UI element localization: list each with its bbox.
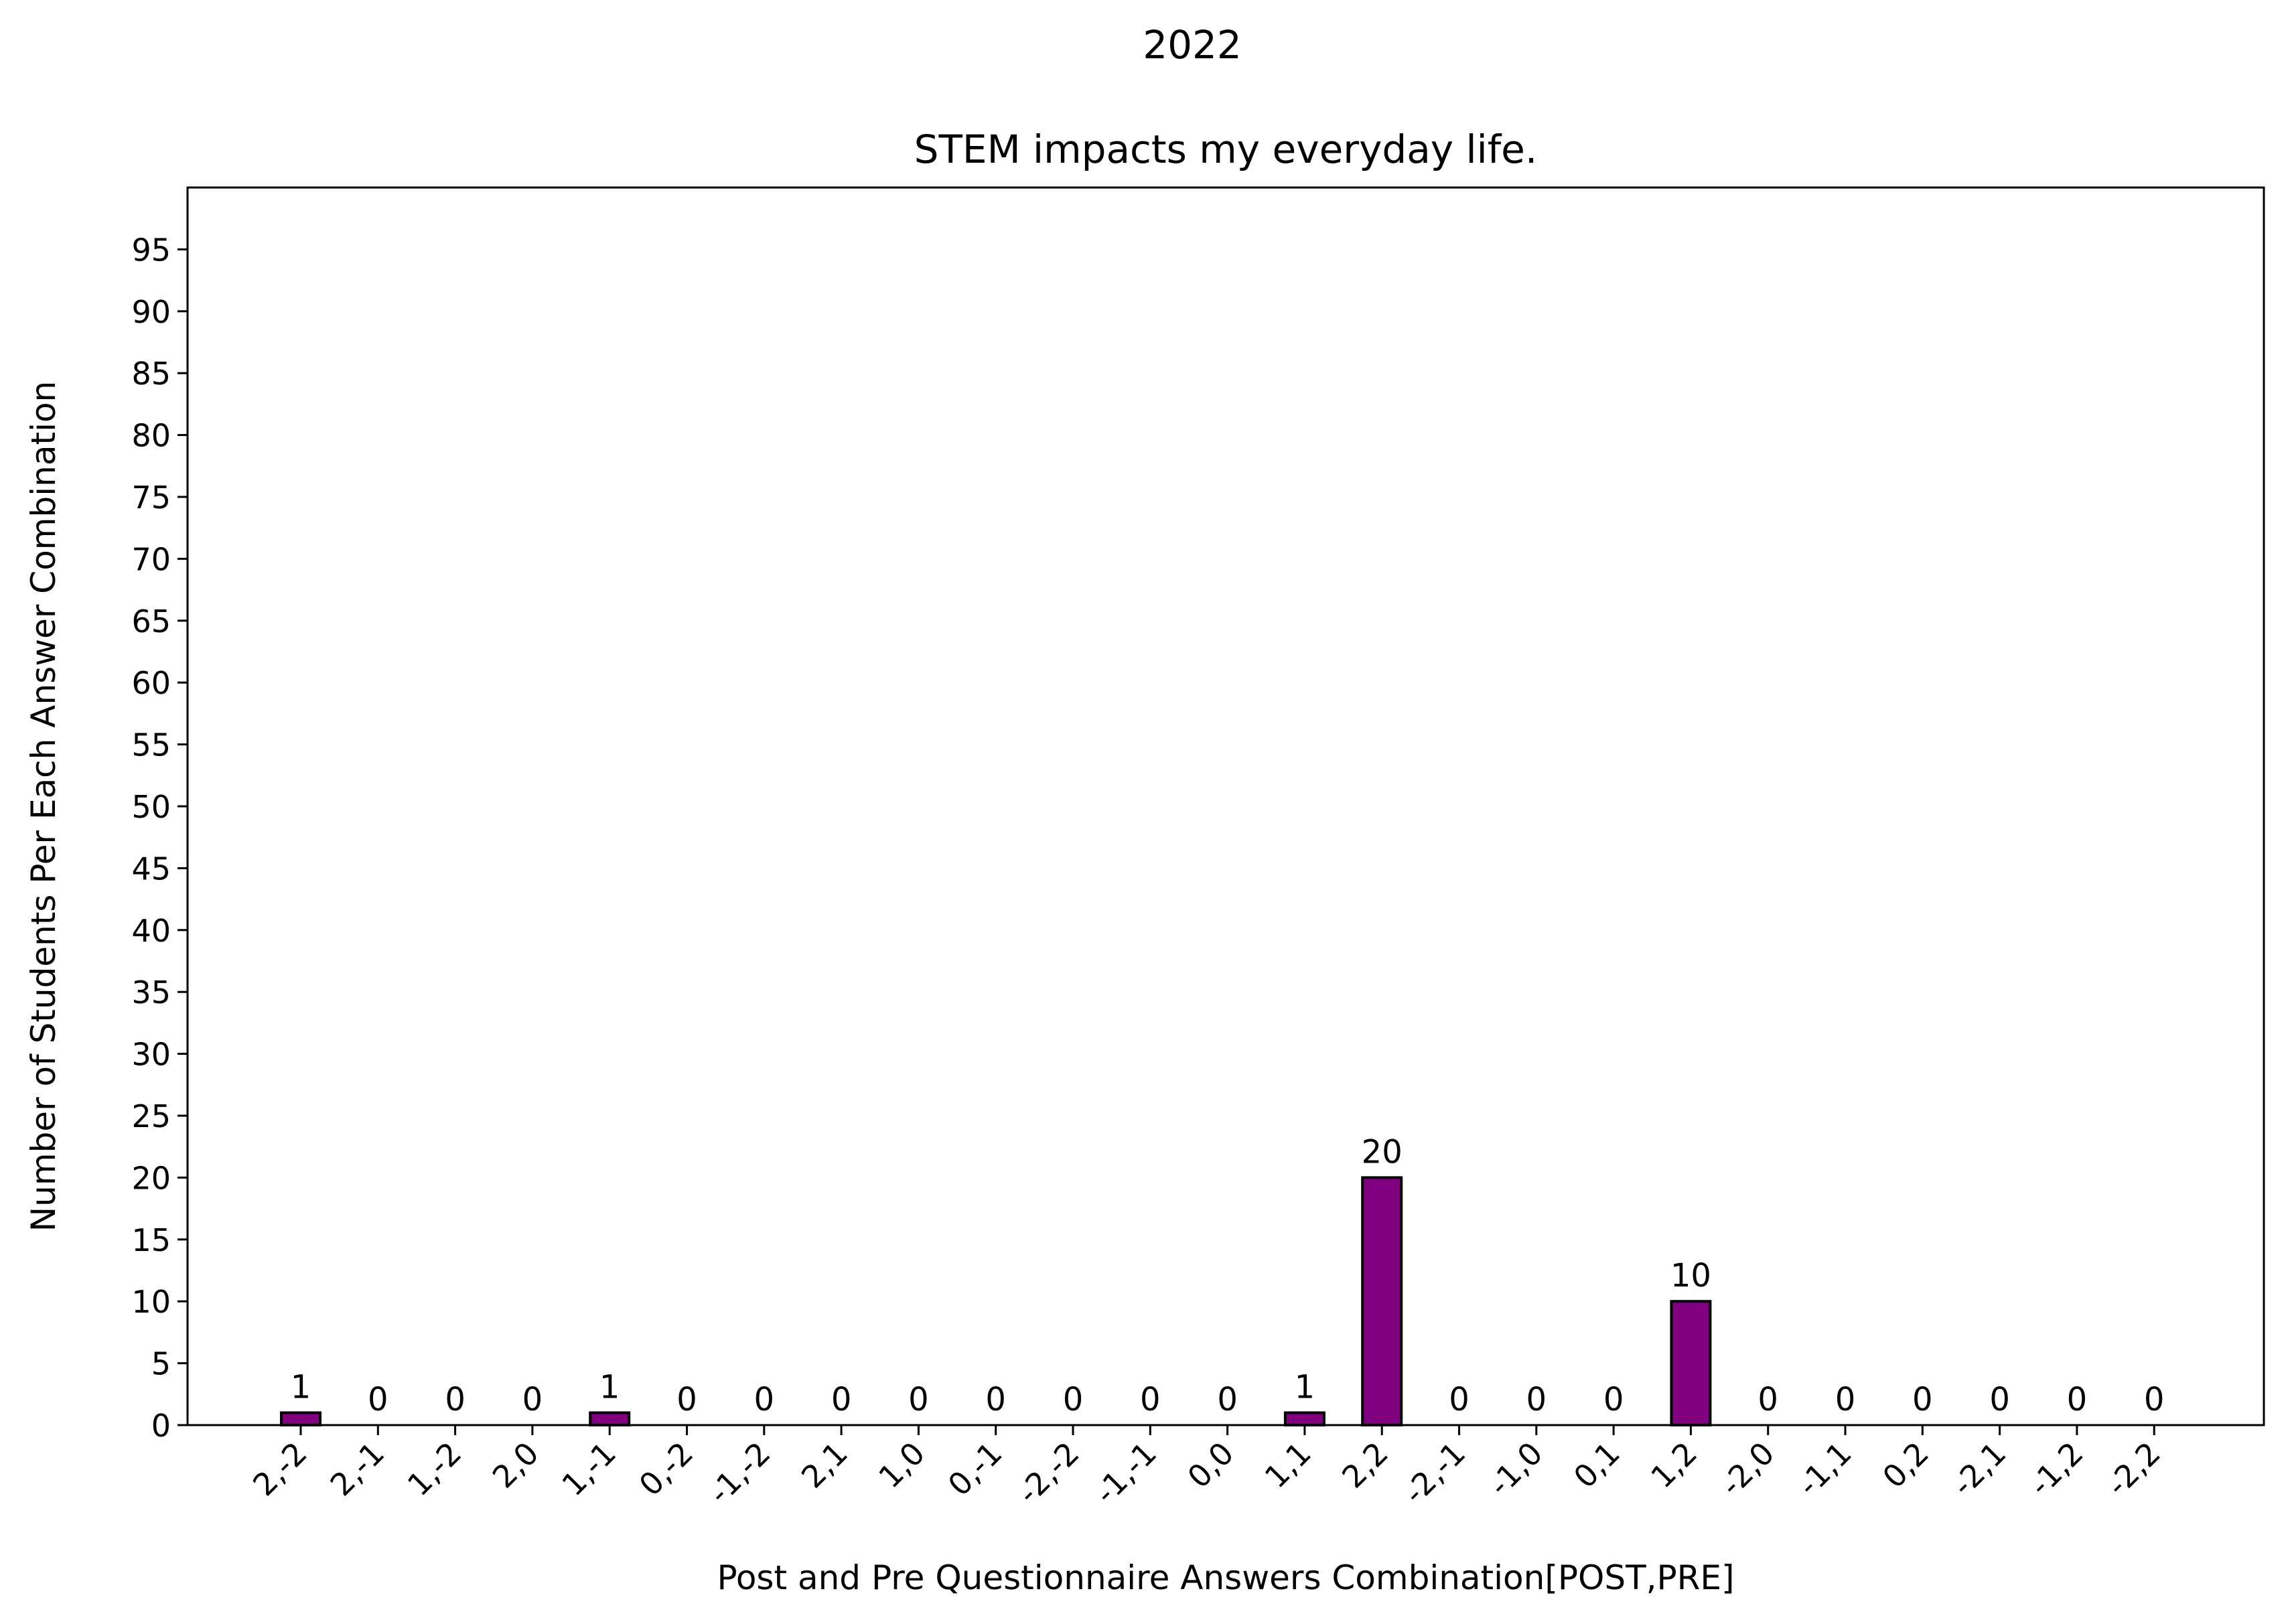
y-axis-label: Number of Students Per Each Answer Combi… [24, 381, 63, 1232]
y-tick-label: 25 [131, 1098, 171, 1134]
x-tick-label: -1,0 [1482, 1435, 1550, 1503]
y-tick-label: 0 [151, 1408, 171, 1444]
x-tick-label: 2,2 [1335, 1435, 1395, 1495]
y-tick-label: 50 [131, 789, 171, 825]
bar-value-label: 0 [522, 1381, 543, 1418]
bar-value-label: 0 [1989, 1381, 2010, 1418]
x-tick-label: 0,-2 [632, 1435, 701, 1503]
bar-value-label: 0 [831, 1381, 852, 1418]
y-tick-label: 75 [131, 479, 171, 516]
y-tick-label: 85 [131, 356, 171, 392]
y-tick-label: 45 [131, 851, 171, 887]
x-tick-label: 0,-1 [941, 1435, 1009, 1503]
y-tick-label: 15 [131, 1222, 171, 1258]
bar [1361, 1176, 1403, 1427]
x-axis-label: Post and Pre Questionnaire Answers Combi… [717, 1558, 1734, 1597]
bar-value-label: 0 [1603, 1381, 1624, 1418]
plot-area: 0510152025303540455055606570758085909512… [131, 232, 2167, 1511]
x-tick-label: 0,1 [1567, 1435, 1627, 1495]
x-tick-label: -2,-1 [1397, 1435, 1472, 1511]
y-tick-label: 40 [131, 913, 171, 949]
bar-value-label: 0 [754, 1381, 775, 1418]
chart-title: STEM impacts my everyday life. [914, 127, 1538, 172]
bar-value-label: 0 [1217, 1381, 1238, 1418]
y-tick-label: 80 [131, 418, 171, 454]
x-tick-label: 2,-1 [323, 1435, 391, 1503]
x-tick-label: 0,2 [1875, 1435, 1936, 1495]
bar-value-label: 0 [445, 1381, 466, 1418]
bar [1283, 1411, 1326, 1427]
bar [1670, 1300, 1712, 1426]
y-tick-label: 55 [131, 727, 171, 763]
y-tick-label: 35 [131, 974, 171, 1011]
y-tick-label: 5 [151, 1346, 171, 1382]
x-tick-label: 1,0 [871, 1435, 932, 1495]
x-tick-label: 1,-1 [555, 1435, 623, 1503]
x-tick-label: -2,-2 [1010, 1435, 1086, 1511]
y-tick-label: 90 [131, 294, 171, 330]
bar-value-label: 1 [599, 1369, 620, 1406]
bar-value-label: 0 [1449, 1381, 1470, 1418]
x-tick-label: 1,-2 [401, 1435, 469, 1503]
bar-value-label: 0 [1912, 1381, 1933, 1418]
bar-value-label: 0 [1758, 1381, 1778, 1418]
x-tick-label: 1,1 [1258, 1435, 1318, 1495]
chart-suptitle: 2022 [1143, 22, 1242, 68]
x-tick-label: -1,-1 [1088, 1435, 1163, 1511]
x-tick-label: -1,2 [2022, 1435, 2090, 1503]
bar-value-label: 20 [1362, 1133, 1403, 1171]
y-tick-label: 70 [131, 541, 171, 577]
y-tick-label: 10 [131, 1284, 171, 1320]
bar-value-label: 0 [1140, 1381, 1161, 1418]
bar [280, 1411, 321, 1427]
x-tick-label: -1,-2 [701, 1435, 777, 1511]
bar-value-label: 1 [291, 1369, 311, 1406]
x-tick-label: -2,0 [1713, 1435, 1782, 1503]
bar-value-label: 0 [908, 1381, 929, 1418]
x-tick-label: 2,0 [486, 1435, 546, 1495]
y-tick-label: 20 [131, 1160, 171, 1196]
x-tick-label: -2,2 [2099, 1435, 2167, 1503]
x-tick-label: 1,2 [1644, 1435, 1704, 1495]
bar-value-label: 0 [2067, 1381, 2088, 1418]
y-tick-label: 60 [131, 665, 171, 701]
bar-value-label: 0 [985, 1381, 1006, 1418]
bar-value-label: 0 [1835, 1381, 1856, 1418]
x-tick-label: 0,0 [1180, 1435, 1240, 1495]
bar-value-label: 1 [1295, 1369, 1315, 1406]
bar-value-label: 0 [2144, 1381, 2165, 1418]
bar-value-label: 0 [676, 1381, 697, 1418]
x-tick-label: -2,1 [1945, 1435, 2013, 1503]
bar-value-label: 10 [1670, 1257, 1711, 1295]
y-tick-label: 65 [131, 603, 171, 640]
bar-value-label: 0 [368, 1381, 388, 1418]
bar [589, 1411, 631, 1427]
x-tick-label: 2,-2 [246, 1435, 314, 1503]
y-tick-label: 30 [131, 1037, 171, 1073]
x-tick-label: -1,1 [1790, 1435, 1859, 1503]
bar-value-label: 0 [1526, 1381, 1547, 1418]
x-tick-label: 2,1 [794, 1435, 855, 1495]
plot-frame [186, 186, 2265, 1426]
y-tick-label: 95 [131, 232, 171, 268]
bar-value-label: 0 [1063, 1381, 1084, 1418]
